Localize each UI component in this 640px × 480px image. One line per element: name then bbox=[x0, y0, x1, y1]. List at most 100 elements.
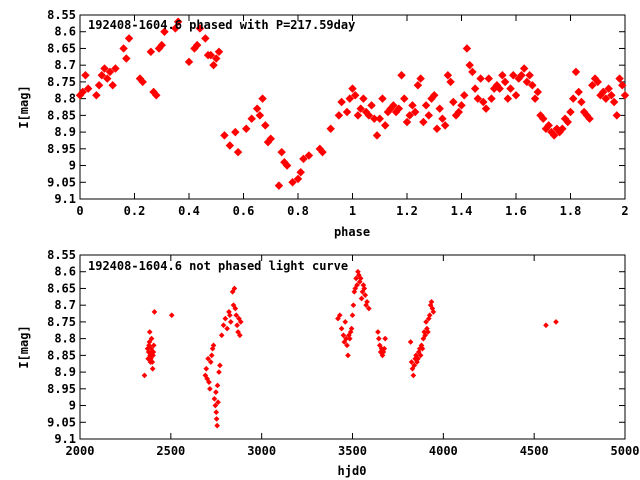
y-tick-label: 8.8 bbox=[54, 92, 76, 106]
data-point bbox=[408, 359, 415, 365]
data-point bbox=[195, 24, 205, 33]
data-point bbox=[563, 117, 572, 127]
data-point bbox=[342, 107, 352, 117]
data-point bbox=[358, 295, 365, 302]
data-point bbox=[336, 312, 343, 319]
data-point bbox=[465, 60, 474, 70]
data-point bbox=[530, 94, 540, 103]
data-point bbox=[237, 319, 244, 325]
data-point bbox=[372, 131, 382, 140]
data-point bbox=[212, 402, 219, 409]
plot-frame bbox=[79, 254, 626, 440]
data-point bbox=[500, 77, 510, 87]
data-point bbox=[346, 335, 353, 342]
data-point bbox=[407, 339, 414, 345]
x-tick-label: 4500 bbox=[520, 444, 549, 458]
data-point bbox=[382, 335, 389, 342]
data-point bbox=[446, 77, 455, 87]
data-point bbox=[213, 389, 219, 395]
data-point bbox=[233, 312, 240, 319]
data-point bbox=[359, 94, 368, 103]
x-tick-label: 2500 bbox=[156, 444, 185, 458]
data-point bbox=[211, 396, 218, 402]
data-point bbox=[426, 312, 433, 319]
data-point bbox=[206, 50, 216, 60]
data-point bbox=[222, 315, 229, 322]
data-point bbox=[122, 54, 131, 63]
data-point bbox=[92, 91, 101, 100]
x-tick-label: 0.2 bbox=[124, 204, 146, 218]
data-point bbox=[266, 134, 275, 144]
data-point bbox=[152, 91, 161, 100]
data-point bbox=[413, 81, 423, 90]
x-tick-label: 2 bbox=[621, 204, 628, 218]
data-point bbox=[212, 54, 221, 63]
data-point bbox=[410, 107, 420, 117]
x-tick-label: 1.2 bbox=[396, 204, 418, 218]
x-tick-label: 1.6 bbox=[505, 204, 527, 218]
data-point bbox=[340, 332, 347, 339]
data-point bbox=[397, 70, 406, 80]
data-point bbox=[481, 104, 491, 113]
data-point bbox=[468, 67, 477, 77]
x-tick-label: 2000 bbox=[66, 444, 95, 458]
data-point bbox=[609, 97, 619, 107]
data-point bbox=[342, 319, 349, 325]
data-point bbox=[543, 322, 549, 329]
data-point bbox=[593, 77, 602, 87]
data-point bbox=[217, 362, 223, 369]
data-point bbox=[108, 81, 117, 90]
data-point bbox=[394, 104, 404, 113]
x-tick-label: 1.4 bbox=[451, 204, 473, 218]
x-axis-ticks: 0 0.2 0.4 0.6 0.8 1 1.2 1.4 1.6 1.8 2 bbox=[76, 15, 629, 218]
y-tick-label: 8.55 bbox=[47, 8, 76, 22]
data-point bbox=[345, 94, 354, 103]
data-point bbox=[598, 87, 608, 97]
data-point bbox=[375, 114, 384, 123]
data-point bbox=[440, 121, 450, 130]
data-point bbox=[423, 319, 429, 325]
data-point bbox=[376, 335, 382, 342]
data-point bbox=[337, 97, 346, 107]
data-point bbox=[476, 74, 485, 83]
data-point bbox=[357, 275, 364, 282]
data-point bbox=[509, 70, 518, 80]
data-point bbox=[558, 124, 567, 133]
y-tick-label: 8.8 bbox=[54, 332, 76, 346]
data-point bbox=[105, 67, 115, 77]
y-tick-label: 8.95 bbox=[47, 142, 76, 156]
data-point bbox=[149, 365, 156, 372]
data-point bbox=[416, 74, 425, 83]
y-tick-label: 8.75 bbox=[47, 75, 76, 89]
data-point bbox=[449, 97, 458, 107]
data-point bbox=[354, 282, 360, 288]
data-point bbox=[214, 422, 220, 429]
data-point bbox=[141, 372, 148, 379]
data-point bbox=[348, 325, 355, 332]
data-point bbox=[381, 345, 388, 352]
y-tick-label: 8.75 bbox=[47, 315, 76, 329]
x-tick-label: 0.4 bbox=[178, 204, 200, 218]
data-points bbox=[75, 17, 630, 190]
data-point bbox=[517, 70, 526, 80]
data-point bbox=[601, 94, 611, 103]
data-point bbox=[304, 151, 314, 160]
data-point bbox=[366, 305, 372, 312]
data-point bbox=[94, 81, 104, 90]
data-point bbox=[569, 94, 578, 103]
data-point bbox=[261, 121, 270, 130]
data-point bbox=[553, 319, 559, 325]
data-point bbox=[146, 339, 153, 345]
data-point bbox=[367, 101, 376, 110]
data-point bbox=[150, 349, 157, 355]
data-point bbox=[544, 121, 553, 130]
x-axis-ticks: 2000 2500 3000 3500 4000 4500 5000 bbox=[66, 255, 639, 458]
chart-title: 192408-1604.6 not phased light curve bbox=[88, 259, 348, 273]
data-point bbox=[454, 107, 463, 117]
data-point bbox=[380, 121, 390, 130]
data-point bbox=[214, 382, 221, 389]
x-axis-label: phase bbox=[334, 225, 370, 239]
data-point bbox=[435, 104, 444, 113]
data-point bbox=[574, 87, 583, 97]
data-point bbox=[203, 365, 210, 372]
